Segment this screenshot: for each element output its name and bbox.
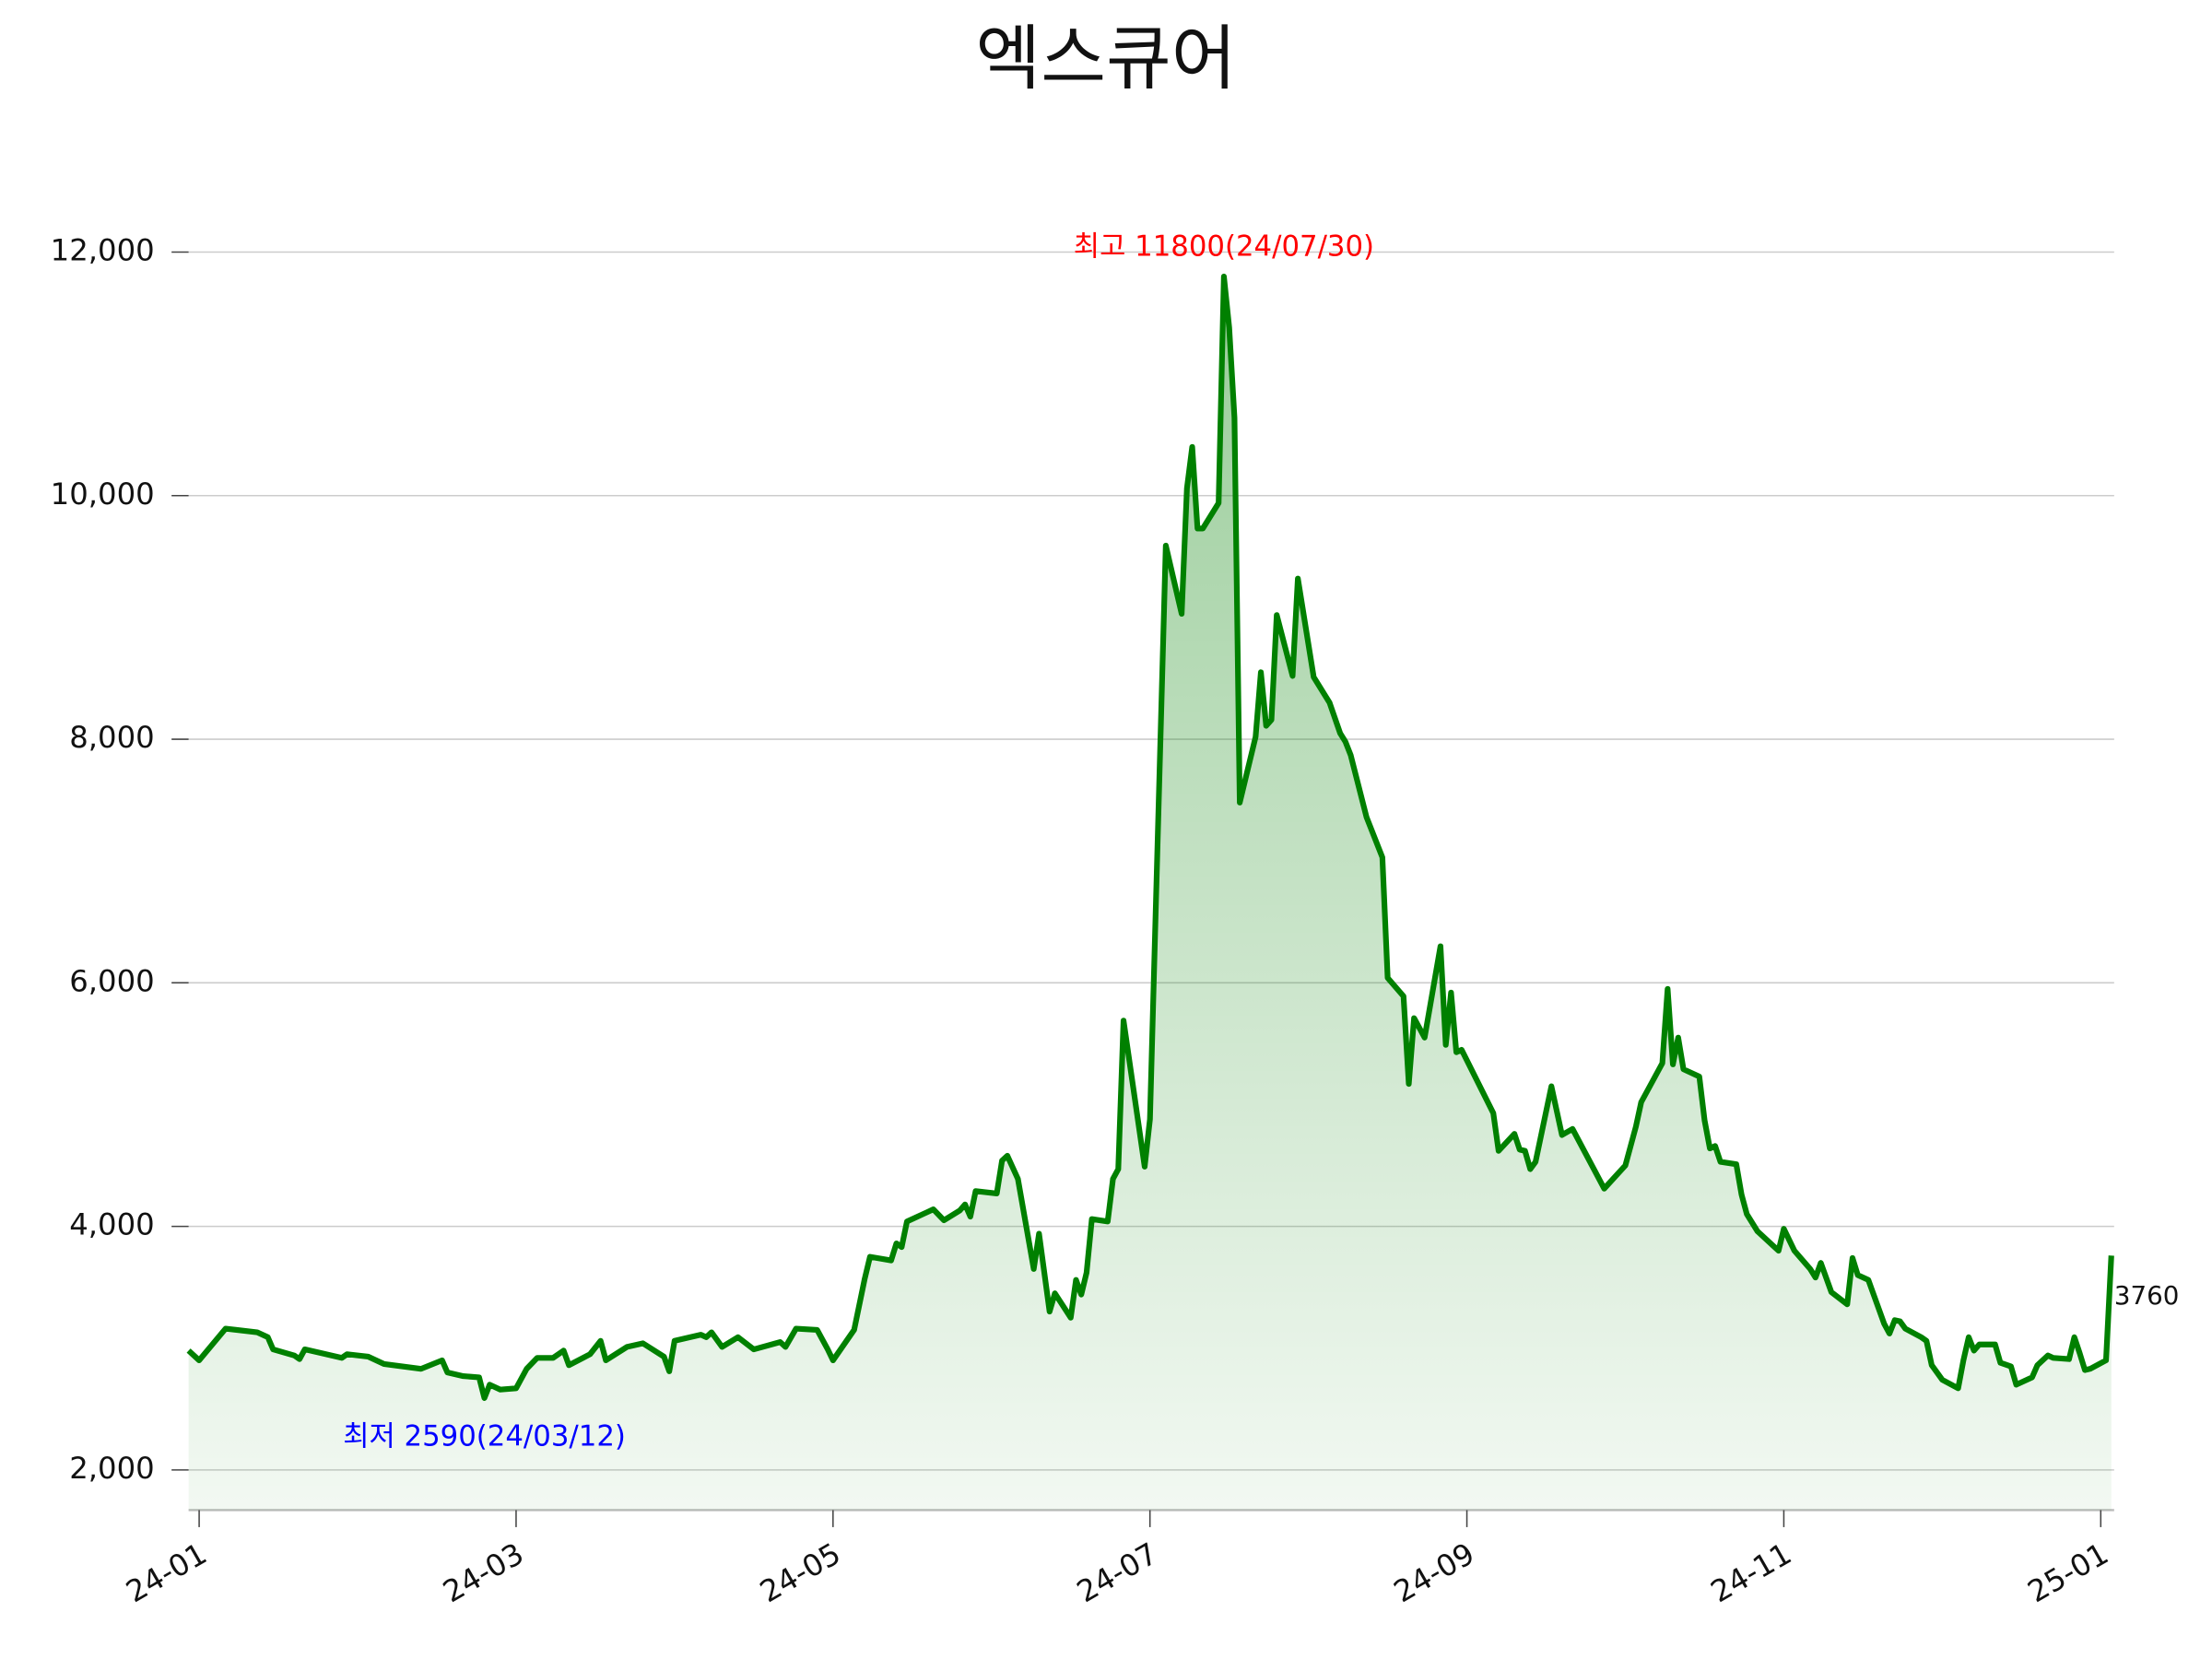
min-annotation: 최저 2590(24/03/12)	[343, 1419, 626, 1453]
x-tick-label: 24-07	[1071, 1535, 1163, 1609]
y-tick-label: 8,000	[69, 720, 154, 755]
x-tick-label: 25-01	[2022, 1535, 2114, 1609]
line	[186, 273, 2114, 1401]
x-tick-label: 24-01	[120, 1535, 212, 1609]
y-tick-label: 10,000	[51, 477, 155, 512]
x-tick-label: 24-03	[437, 1535, 529, 1609]
last-value-label: 3760	[2114, 1280, 2179, 1311]
area	[188, 276, 2112, 1511]
x-tick-label: 24-05	[754, 1535, 846, 1609]
x-tick-label: 24-11	[1705, 1535, 1797, 1609]
max-annotation: 최고 11800(24/07/30)	[1074, 230, 1374, 264]
y-tick-label: 4,000	[69, 1207, 154, 1242]
y-tick-label: 12,000	[51, 233, 155, 268]
x-tick-label: 24-09	[1388, 1535, 1480, 1609]
y-tick-label: 2,000	[69, 1451, 154, 1486]
y-tick-label: 6,000	[69, 963, 154, 998]
chart-title: 엑스큐어	[975, 18, 1236, 100]
